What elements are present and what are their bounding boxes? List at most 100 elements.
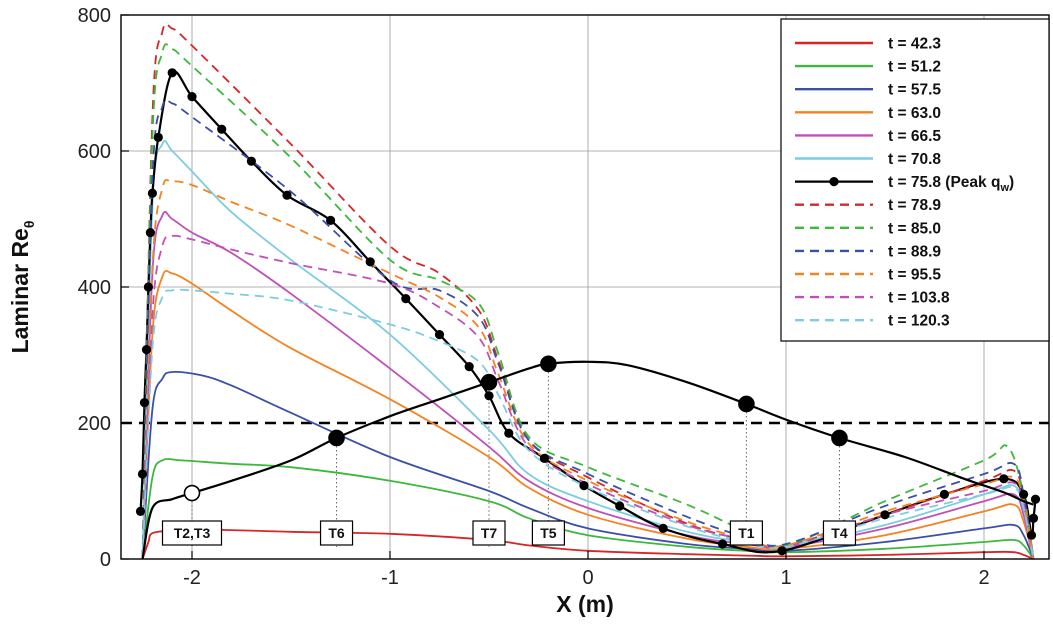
series-marker-11 (217, 124, 227, 134)
legend-label: t = 95.5 (888, 267, 941, 284)
legend-label: t = 70.8 (888, 151, 941, 168)
legend-label: t = 85.0 (888, 220, 941, 237)
legend-item-13: t = 120.3 (795, 313, 950, 330)
series-marker-24 (658, 523, 668, 534)
series-marker-9 (167, 68, 177, 78)
probe-labels: T2,T3 T6 T7 T5 T1 T4 (161, 520, 857, 546)
probe-curve-group (141, 355, 1034, 560)
series-marker-16 (401, 294, 411, 304)
y-tick-label-1: 200 (78, 413, 111, 435)
series-marker-7 (147, 188, 157, 198)
legend-label: t = 78.9 (888, 197, 941, 214)
y-axis-title-sub: θ (21, 221, 37, 229)
series-marker-14 (326, 215, 336, 225)
legend-label-end: ) (1009, 174, 1014, 191)
series-markers (135, 68, 1041, 556)
legend-label: t = 88.9 (888, 243, 941, 260)
series-marker-3 (139, 398, 150, 408)
series-marker-19 (484, 391, 494, 401)
legend-marker (829, 177, 839, 187)
legend: t = 42.3 t = 51.2 t = 57.5 t = 63.0 t = 66.5… (780, 18, 1050, 342)
probe-label-text: T2,T3 (174, 525, 211, 541)
series-marker-30 (1019, 489, 1029, 499)
series-marker-31 (1026, 530, 1037, 540)
legend-item-7: t = 75.8 (Peak qw) (795, 174, 1014, 194)
y-axis-title: Laminar Reθ (7, 221, 37, 354)
series-line-9 (141, 43, 1035, 560)
series-marker-28 (939, 489, 950, 499)
series-line-11 (141, 179, 1035, 560)
series-marker-26 (777, 546, 787, 556)
probe-label-box (729, 520, 764, 546)
series-marker-27 (880, 510, 890, 520)
legend-item-6: t = 70.8 (795, 151, 941, 168)
series-line-3 (141, 370, 1035, 560)
series-marker-1 (135, 506, 146, 516)
series-marker-23 (615, 501, 625, 511)
series-marker-6 (145, 228, 155, 238)
series-line-12 (141, 234, 1035, 560)
probe-label-text: T5 (540, 525, 557, 541)
probe-marker-3 (480, 373, 498, 391)
y-tick-label-0: 0 (100, 549, 111, 571)
legend-item-3: t = 57.5 (795, 82, 941, 99)
x-tick-label-3: 1 (780, 567, 791, 589)
legend-item-11: t = 95.5 (795, 267, 941, 284)
series-line-13 (141, 288, 1035, 560)
y-tick-label-4: 800 (78, 5, 111, 27)
legend-label: t = 120.3 (888, 313, 950, 330)
series-marker-12 (246, 156, 256, 166)
y-tick-label-3: 600 (78, 141, 111, 163)
probe-label-text: T6 (328, 525, 345, 541)
legend-box (780, 18, 1050, 342)
probe-marker-5 (738, 395, 755, 413)
series-marker-29 (999, 474, 1009, 484)
probe-label-3: T7 (472, 520, 506, 546)
series-marker-33 (1030, 494, 1041, 504)
probe-marker-2 (328, 429, 345, 447)
series-line-8 (141, 22, 1035, 560)
series-marker-10 (187, 92, 197, 102)
legend-label: t = 63.0 (888, 105, 941, 122)
series-marker-20 (504, 428, 514, 438)
legend-label: t = 75.8 (Peak qw) (888, 174, 1014, 194)
series-marker-2 (137, 469, 148, 479)
series-marker-18 (464, 362, 474, 372)
legend-label: t = 103.8 (888, 290, 950, 307)
series-marker-22 (579, 481, 589, 491)
legend-label-subscript: w (999, 182, 1009, 194)
probe-marker-6 (831, 429, 848, 447)
probe-label-box (822, 520, 857, 546)
x-tick-label-0: -2 (183, 567, 201, 589)
series-marker-25 (718, 539, 728, 549)
legend-label: t = 66.5 (888, 128, 941, 145)
series-marker-21 (539, 453, 550, 463)
legend-label: t = 42.3 (888, 36, 941, 53)
y-tick-label-2: 400 (78, 277, 111, 299)
series-marker-13 (282, 190, 292, 200)
series-marker-17 (434, 330, 445, 340)
probe-label-2: T6 (319, 520, 354, 546)
series-marker-4 (141, 345, 152, 355)
legend-item-9: t = 85.0 (795, 220, 941, 237)
series-line-6 (141, 139, 1035, 560)
probe-marker-1 (183, 484, 201, 502)
x-axis-title: X (m) (556, 591, 614, 617)
legend-label: t = 57.5 (888, 82, 941, 99)
x-tick-label-1: -1 (381, 567, 399, 589)
probe-label-box (531, 520, 566, 546)
probe-label-text: T7 (481, 525, 498, 541)
legend-item-10: t = 88.9 (795, 243, 941, 260)
series-marker-5 (143, 282, 153, 292)
legend-item-4: t = 63.0 (795, 105, 941, 122)
legend-item-5: t = 66.5 (795, 128, 941, 145)
x-tick-label-4: 2 (978, 567, 989, 589)
series-marker-15 (365, 257, 375, 267)
series-marker-32 (1028, 513, 1039, 523)
probe-label-box (319, 520, 354, 546)
probe-label-box (161, 520, 223, 546)
legend-item-1: t = 42.3 (795, 36, 941, 53)
y-axis-title-main: Laminar Re (7, 228, 33, 353)
legend-item-12: t = 103.8 (795, 290, 950, 307)
probe-label-6: T4 (822, 520, 857, 546)
